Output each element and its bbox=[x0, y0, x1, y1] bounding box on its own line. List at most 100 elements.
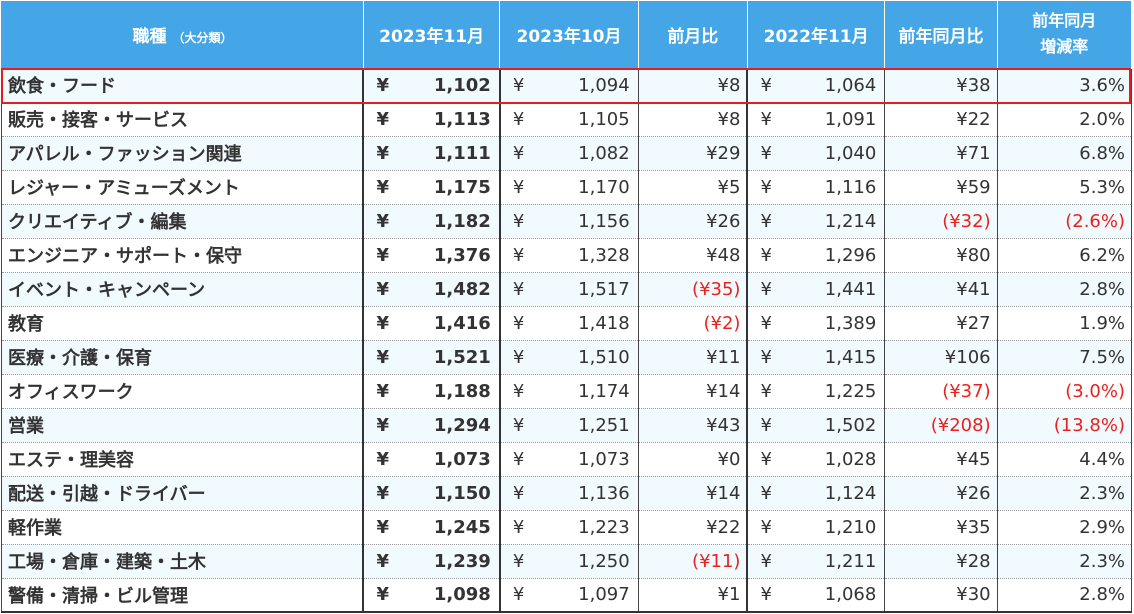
current-wage: 1,182 bbox=[433, 210, 491, 232]
category-name: エステ・理美容 bbox=[1, 442, 364, 477]
current-wage-cell: ¥1,294 bbox=[362, 408, 501, 443]
header-yoy-rate: 前年同月 増減率 bbox=[997, 1, 1133, 69]
category-name: 配送・引越・ドライバー bbox=[1, 476, 364, 511]
previous-wage: 1,156 bbox=[578, 210, 630, 232]
last-year-wage-cell: ¥1,415 bbox=[747, 340, 886, 375]
yen-sign: ¥ bbox=[376, 278, 389, 300]
yen-sign: ¥ bbox=[376, 210, 389, 232]
previous-wage-cell: ¥1,418 bbox=[499, 306, 639, 341]
yen-sign: ¥ bbox=[512, 74, 525, 96]
previous-wage: 1,223 bbox=[578, 516, 630, 538]
yen-sign: ¥ bbox=[376, 584, 389, 606]
last-year-wage-cell: ¥1,028 bbox=[747, 442, 886, 477]
year-over-year: ¥45 bbox=[884, 442, 998, 477]
last-year-wage: 1,124 bbox=[824, 482, 877, 504]
last-year-wage-cell: ¥1,124 bbox=[747, 476, 886, 511]
year-over-year: ¥80 bbox=[884, 238, 998, 273]
table-row: 教育 ¥1,416 ¥1,418 (¥2) ¥1,389 ¥27 1.9% bbox=[1, 306, 1133, 341]
table-row: イベント・キャンペーン ¥1,482 ¥1,517 (¥35) ¥1,441 ¥41 2.8… bbox=[1, 272, 1133, 307]
last-year-wage: 1,210 bbox=[824, 516, 877, 538]
month-over-month: ¥0 bbox=[638, 442, 749, 477]
current-wage-cell: ¥1,098 bbox=[362, 578, 501, 613]
current-wage: 1,175 bbox=[433, 176, 491, 198]
current-wage-cell: ¥1,175 bbox=[362, 170, 501, 205]
header-category-label: 職種 bbox=[132, 26, 167, 47]
yen-sign: ¥ bbox=[376, 516, 389, 538]
yoy-rate: 2.8% bbox=[997, 272, 1133, 307]
header-year-over-year: 前年同月比 bbox=[884, 1, 998, 69]
last-year-wage-cell: ¥1,091 bbox=[747, 102, 886, 137]
last-year-wage-cell: ¥1,441 bbox=[747, 272, 886, 307]
category-name: アパレル・ファッション関連 bbox=[1, 136, 364, 171]
last-year-wage-cell: ¥1,389 bbox=[747, 306, 886, 341]
previous-wage-cell: ¥1,156 bbox=[499, 204, 639, 239]
previous-wage-cell: ¥1,174 bbox=[499, 374, 639, 409]
yen-sign: ¥ bbox=[512, 312, 525, 334]
category-name: イベント・キャンペーン bbox=[1, 272, 364, 307]
previous-wage: 1,517 bbox=[578, 278, 630, 300]
previous-wage: 1,170 bbox=[578, 176, 630, 198]
current-wage: 1,113 bbox=[433, 108, 491, 130]
last-year-wage: 1,028 bbox=[824, 448, 877, 470]
last-year-wage-cell: ¥1,225 bbox=[747, 374, 886, 409]
last-year-wage-cell: ¥1,210 bbox=[747, 510, 886, 545]
last-year-wage-cell: ¥1,211 bbox=[747, 544, 886, 579]
current-wage-cell: ¥1,482 bbox=[362, 272, 501, 307]
current-wage-cell: ¥1,073 bbox=[362, 442, 501, 477]
yen-sign: ¥ bbox=[760, 516, 772, 538]
month-over-month: ¥14 bbox=[638, 476, 749, 511]
table-row: 飲食・フード ¥1,102 ¥1,094 ¥8 ¥1,064 ¥38 3.6% bbox=[1, 68, 1133, 103]
yen-sign: ¥ bbox=[376, 346, 389, 368]
previous-wage: 1,082 bbox=[578, 142, 630, 164]
yen-sign: ¥ bbox=[760, 74, 772, 96]
yen-sign: ¥ bbox=[760, 176, 772, 198]
table-row: オフィスワーク ¥1,188 ¥1,174 ¥14 ¥1,225 (¥37) (3.0%) bbox=[1, 374, 1133, 409]
previous-wage: 1,174 bbox=[578, 380, 630, 402]
category-name: 販売・接客・サービス bbox=[1, 102, 364, 137]
previous-wage-cell: ¥1,510 bbox=[499, 340, 639, 375]
previous-wage: 1,418 bbox=[578, 312, 630, 334]
last-year-wage-cell: ¥1,214 bbox=[747, 204, 886, 239]
previous-wage-cell: ¥1,517 bbox=[499, 272, 639, 307]
month-over-month: ¥11 bbox=[638, 340, 749, 375]
month-over-month: ¥26 bbox=[638, 204, 749, 239]
month-over-month: ¥14 bbox=[638, 374, 749, 409]
last-year-wage-cell: ¥1,064 bbox=[747, 68, 886, 103]
yoy-rate: 6.2% bbox=[997, 238, 1133, 273]
yen-sign: ¥ bbox=[760, 278, 772, 300]
current-wage-cell: ¥1,182 bbox=[362, 204, 501, 239]
last-year-wage-cell: ¥1,502 bbox=[747, 408, 886, 443]
current-wage-cell: ¥1,188 bbox=[362, 374, 501, 409]
yen-sign: ¥ bbox=[760, 414, 772, 436]
previous-wage-cell: ¥1,251 bbox=[499, 408, 639, 443]
current-wage-cell: ¥1,102 bbox=[362, 68, 501, 103]
yen-sign: ¥ bbox=[760, 448, 772, 470]
yen-sign: ¥ bbox=[512, 414, 525, 436]
last-year-wage-cell: ¥1,296 bbox=[747, 238, 886, 273]
year-over-year: (¥208) bbox=[884, 408, 998, 443]
yen-sign: ¥ bbox=[376, 244, 389, 266]
last-year-wage: 1,502 bbox=[824, 414, 877, 436]
header-last-year-month: 2022年11月 bbox=[747, 1, 886, 69]
year-over-year: ¥27 bbox=[884, 306, 998, 341]
month-over-month: ¥8 bbox=[638, 102, 749, 137]
last-year-wage: 1,214 bbox=[824, 210, 877, 232]
category-name: クリエイティブ・編集 bbox=[1, 204, 364, 239]
current-wage: 1,188 bbox=[433, 380, 491, 402]
header-yoy-rate-line2: 増減率 bbox=[1040, 37, 1089, 57]
current-wage-cell: ¥1,245 bbox=[362, 510, 501, 545]
category-name: 営業 bbox=[1, 408, 364, 443]
category-name: 警備・清掃・ビル管理 bbox=[1, 578, 364, 613]
yen-sign: ¥ bbox=[760, 380, 772, 402]
last-year-wage: 1,225 bbox=[824, 380, 877, 402]
last-year-wage-cell: ¥1,116 bbox=[747, 170, 886, 205]
table-row: レジャー・アミューズメント ¥1,175 ¥1,170 ¥5 ¥1,116 ¥59 5.3% bbox=[1, 170, 1133, 205]
table-header: 職種 （大分類） 2023年11月 2023年10月 前月比 2022年11月 前… bbox=[1, 1, 1133, 69]
current-wage: 1,245 bbox=[433, 516, 491, 538]
yen-sign: ¥ bbox=[760, 346, 772, 368]
yen-sign: ¥ bbox=[512, 380, 525, 402]
current-wage-cell: ¥1,150 bbox=[362, 476, 501, 511]
year-over-year: ¥38 bbox=[884, 68, 998, 103]
last-year-wage: 1,040 bbox=[824, 142, 877, 164]
